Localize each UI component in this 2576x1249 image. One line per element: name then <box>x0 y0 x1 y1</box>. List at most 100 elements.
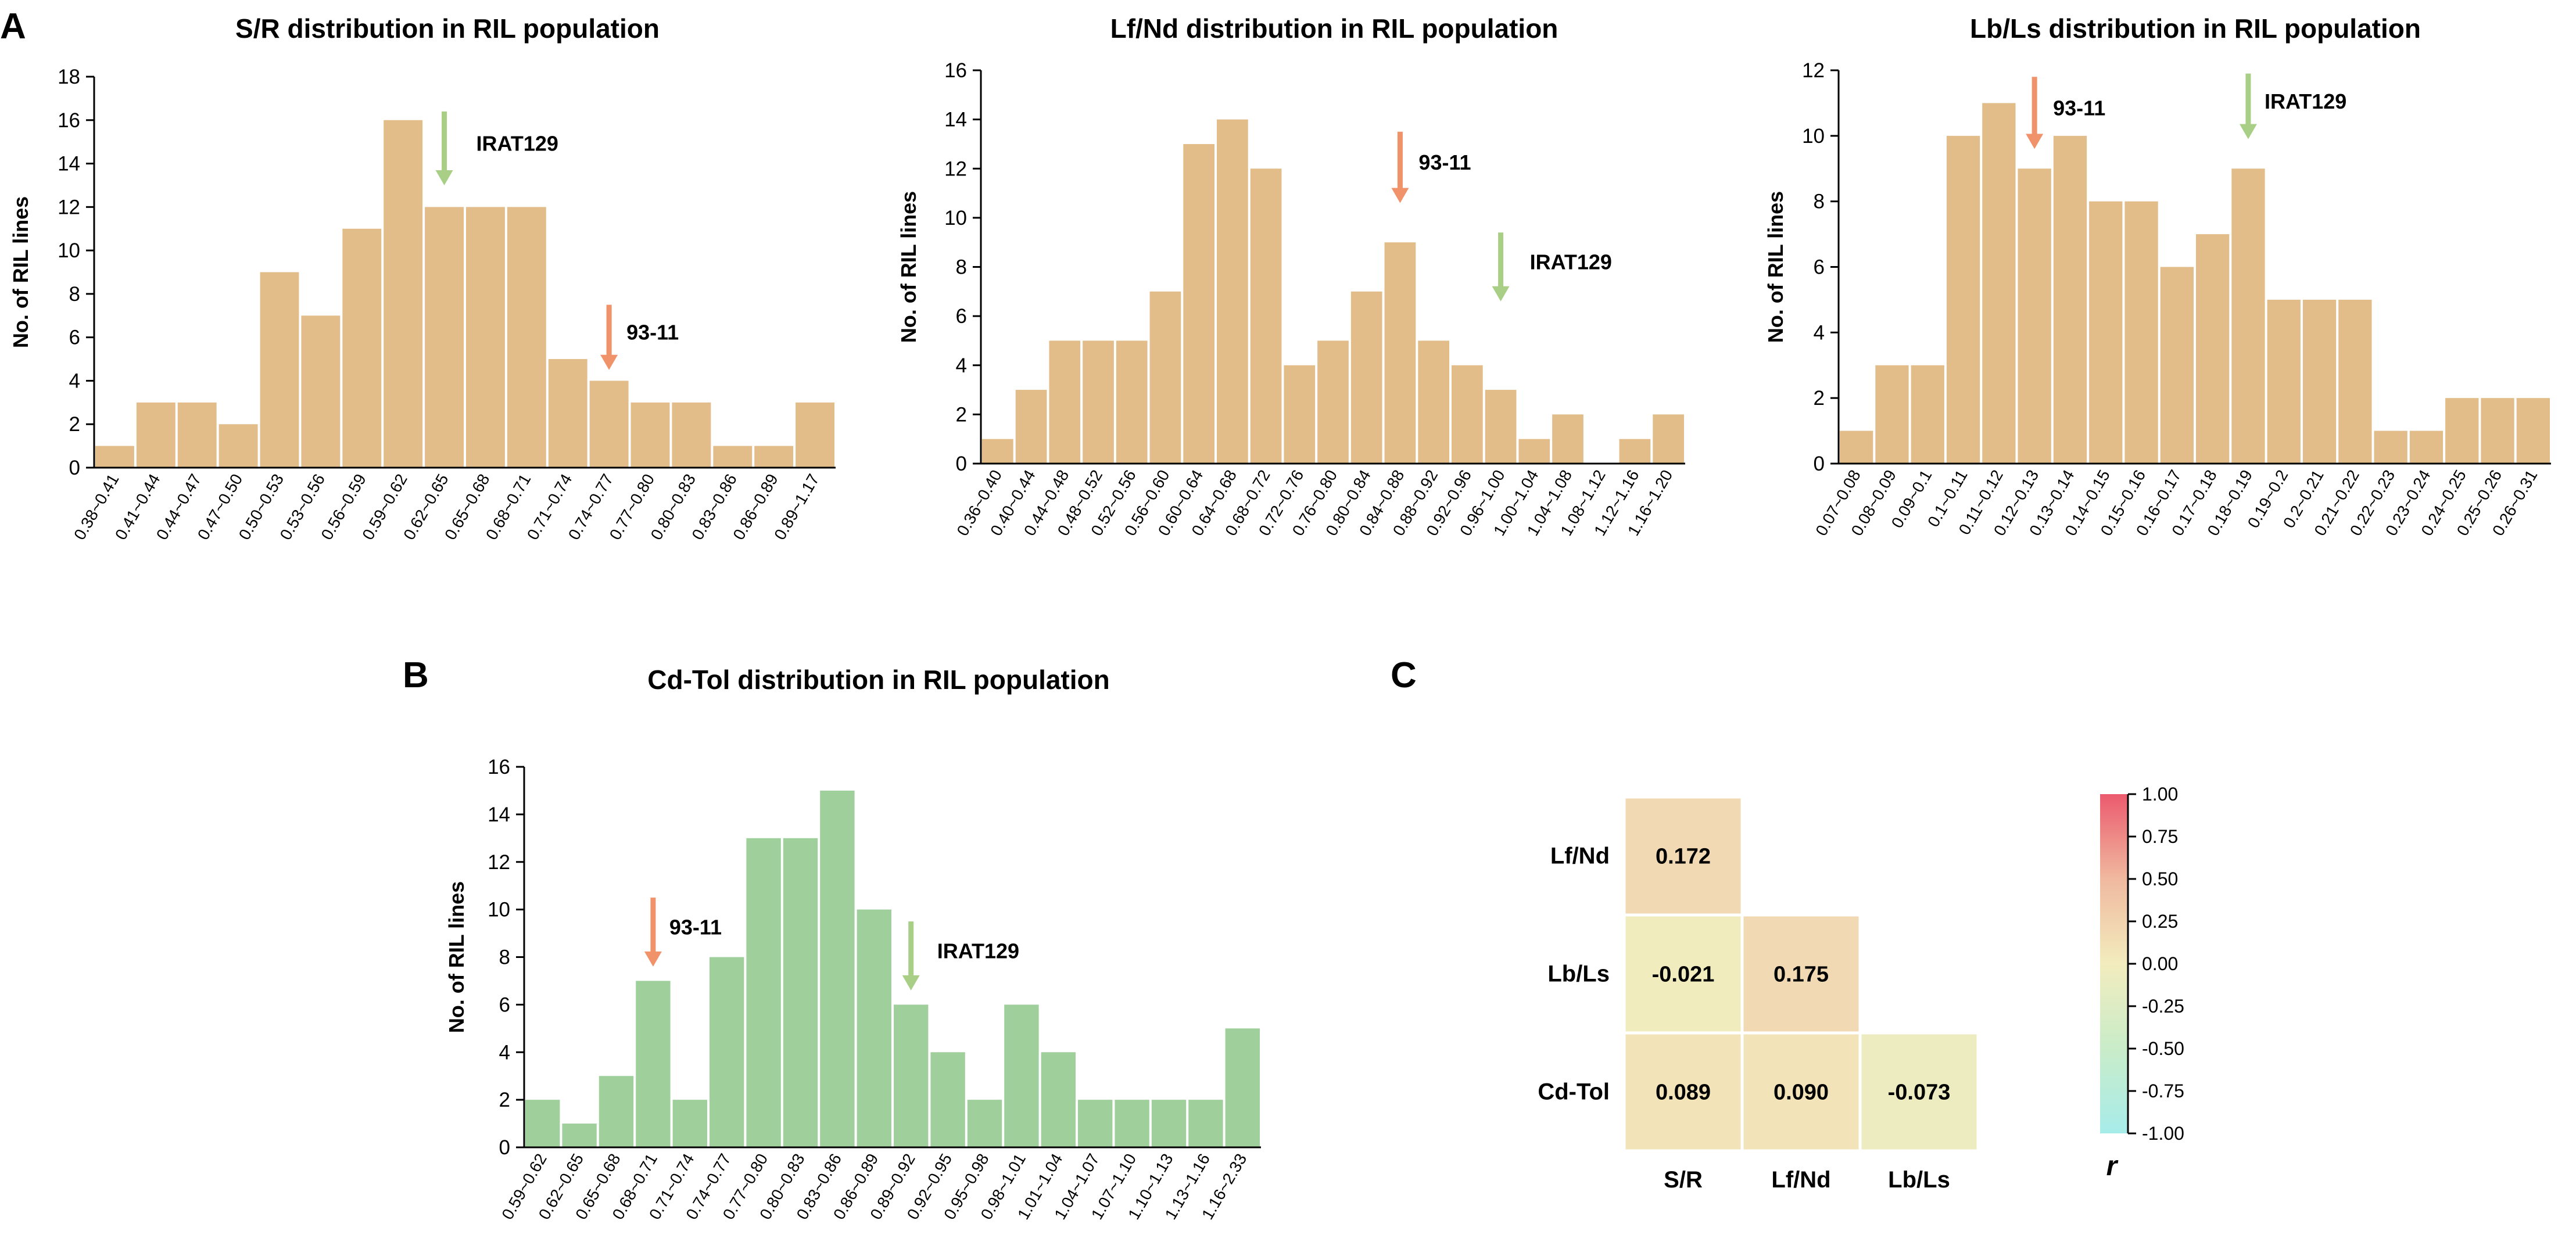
y-tick-label: 0 <box>956 453 967 475</box>
annotation-arrow-head <box>600 354 618 370</box>
bar <box>783 838 818 1147</box>
y-tick-label: 10 <box>1802 125 1825 148</box>
bar <box>2089 201 2123 464</box>
bar <box>1115 1100 1149 1147</box>
bar <box>599 1076 634 1147</box>
annotation-arrow-head <box>1391 188 1409 203</box>
y-tick-label: 14 <box>944 109 967 131</box>
bar <box>136 402 175 468</box>
colorbar-tick-label: 0.50 <box>2142 868 2178 889</box>
y-tick-label: 12 <box>488 851 510 874</box>
bar <box>562 1124 597 1147</box>
bar <box>1183 143 1214 464</box>
bar <box>260 272 299 468</box>
y-tick-label: 10 <box>58 239 80 262</box>
bar <box>2160 267 2194 464</box>
colorbar-tick-label: 0.25 <box>2142 911 2178 932</box>
bar <box>1188 1100 1223 1147</box>
colorbar-tick-label: -1.00 <box>2142 1123 2184 1144</box>
bar <box>710 957 744 1147</box>
y-tick-label: 2 <box>499 1089 510 1111</box>
bar <box>894 1004 929 1147</box>
bar <box>1049 340 1081 464</box>
bar <box>1151 1100 1187 1147</box>
heatmap-value: 0.089 <box>1656 1081 1711 1105</box>
y-tick-label: 14 <box>58 153 80 175</box>
y-tick-label: 6 <box>1814 256 1825 279</box>
bar <box>746 838 781 1147</box>
heatmap-value: 0.090 <box>1774 1081 1829 1105</box>
heatmap-value: 0.175 <box>1774 963 1829 987</box>
y-tick-label: 8 <box>69 283 80 306</box>
bar <box>177 402 217 468</box>
chart-lbls-distribution: Lb/Ls distribution in RIL population No. … <box>1764 13 2551 539</box>
y-tick-label: 0 <box>69 457 80 479</box>
annotation-arrow-head <box>2026 134 2044 149</box>
bar <box>1875 365 1909 464</box>
y-axis-label: No. of RIL lines <box>9 196 33 348</box>
bar <box>525 1100 560 1147</box>
colorbar-tick-label: 0.00 <box>2142 953 2178 974</box>
bar <box>1619 439 1651 464</box>
bar <box>589 381 629 468</box>
bar <box>1418 340 1449 464</box>
y-tick-label: 6 <box>956 305 967 328</box>
y-axis-label: No. of RIL lines <box>897 191 920 343</box>
correlation-heatmap: 0.172 -0.021 0.175 0.089 0.090 -0.073 Lf/Nd Lb/… <box>1538 784 2184 1193</box>
bar <box>713 446 753 468</box>
y-tick-label: 0 <box>1814 453 1825 475</box>
bar <box>1982 103 2016 464</box>
bar <box>1350 291 1382 464</box>
bar <box>95 446 134 468</box>
bar <box>1149 291 1181 464</box>
bar <box>1653 414 1684 464</box>
colorbar-label: r <box>2106 1151 2119 1182</box>
bar <box>1840 430 1873 464</box>
bar <box>1015 390 1047 464</box>
y-tick-label: 12 <box>944 157 967 180</box>
heatmap-col-label: Lf/Nd <box>1771 1167 1830 1193</box>
bar <box>2124 201 2158 464</box>
y-tick-label: 18 <box>58 66 80 88</box>
bar <box>2409 430 2444 464</box>
annotation-label: 93-11 <box>2053 96 2105 120</box>
chart-cdtol-distribution: Cd-Tol distribution in RIL population No.… <box>445 665 1261 1223</box>
bar <box>301 315 341 468</box>
annotation-label: 93-11 <box>626 321 679 344</box>
panel-label-a: A <box>0 6 26 46</box>
bar <box>754 446 794 468</box>
bar <box>1250 168 1282 464</box>
bar <box>218 424 258 468</box>
bar <box>2267 299 2301 464</box>
y-tick-label: 12 <box>1802 59 1825 82</box>
y-tick-label: 8 <box>956 256 967 279</box>
annotation-label: IRAT129 <box>1530 250 1612 274</box>
y-tick-label: 4 <box>956 354 967 377</box>
bar <box>967 1100 1002 1147</box>
bar <box>1116 340 1148 464</box>
bar <box>630 402 670 468</box>
heatmap-value: -0.021 <box>1652 963 1715 987</box>
annotation-arrow-head <box>2239 124 2257 139</box>
y-tick-label: 6 <box>499 993 510 1016</box>
annotation-arrow-head <box>1492 286 1510 302</box>
bar <box>2018 168 2051 464</box>
bar <box>1284 365 1316 464</box>
y-tick-label: 8 <box>1814 191 1825 213</box>
y-tick-label: 0 <box>499 1136 510 1159</box>
y-tick-label: 4 <box>1814 321 1825 344</box>
bar <box>1083 340 1114 464</box>
bar <box>796 402 834 468</box>
chart-title: S/R distribution in RIL population <box>235 13 660 44</box>
colorbar <box>2100 794 2128 1133</box>
heatmap-cell <box>1858 1031 1980 1153</box>
bar <box>2516 398 2550 464</box>
bar <box>1078 1100 1113 1147</box>
bar <box>1317 340 1349 464</box>
bar <box>1518 439 1550 464</box>
annotation-arrow-head <box>435 170 453 185</box>
bar <box>1225 1028 1260 1147</box>
y-axis-label: No. of RIL lines <box>1764 191 1787 343</box>
colorbar-tick-label: 0.75 <box>2142 826 2178 847</box>
y-tick-label: 2 <box>69 413 80 436</box>
